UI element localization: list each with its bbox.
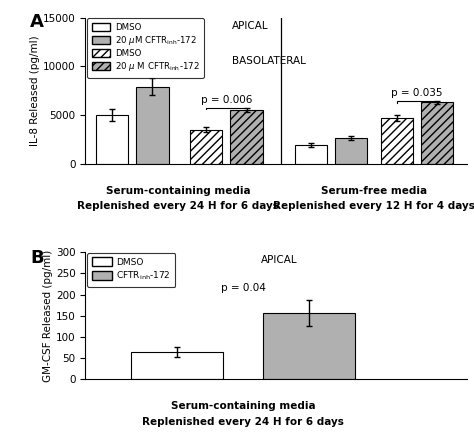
Bar (421, 102, 454, 164)
Text: B: B (30, 249, 44, 266)
Y-axis label: GM-CSF Released (pg/ml): GM-CSF Released (pg/ml) (43, 250, 53, 382)
Y-axis label: IL-8 Released (pg/ml): IL-8 Released (pg/ml) (30, 35, 40, 146)
Bar (230, 110, 263, 164)
Text: APICAL: APICAL (232, 21, 269, 31)
Bar (335, 138, 367, 164)
Legend: DMSO, CFTR$_{\mathregular{inh}}$-172: DMSO, CFTR$_{\mathregular{inh}}$-172 (87, 253, 175, 287)
Text: Replenished every 24 H for 6 days: Replenished every 24 H for 6 days (77, 201, 279, 211)
Legend: DMSO, 20 $\mu$M CFTR$_{\mathregular{inh}}$-172, DMSO, 20 $\mu$ M CFTR$_{\mathreg: DMSO, 20 $\mu$M CFTR$_{\mathregular{inh}… (87, 19, 204, 78)
Bar (295, 145, 327, 164)
Text: Serum-containing media: Serum-containing media (171, 401, 316, 411)
Text: A: A (30, 13, 44, 31)
Text: BASOLATERAL: BASOLATERAL (232, 56, 306, 66)
Bar (381, 118, 413, 164)
Bar (131, 352, 223, 379)
Text: Replenished every 12 H for 4 days: Replenished every 12 H for 4 days (273, 201, 474, 211)
Bar (137, 87, 169, 164)
Bar (263, 313, 355, 379)
Text: p = 0.04: p = 0.04 (221, 284, 265, 293)
Text: Replenished every 24 H for 6 days: Replenished every 24 H for 6 days (142, 417, 344, 427)
Text: APICAL: APICAL (261, 255, 298, 265)
Text: p = 0.035: p = 0.035 (392, 88, 443, 98)
Text: Serum-containing media: Serum-containing media (106, 186, 250, 196)
Bar (96, 115, 128, 164)
Text: p = 0.006: p = 0.006 (201, 95, 252, 105)
Bar (190, 130, 222, 164)
Text: Serum-free media: Serum-free media (321, 186, 427, 196)
